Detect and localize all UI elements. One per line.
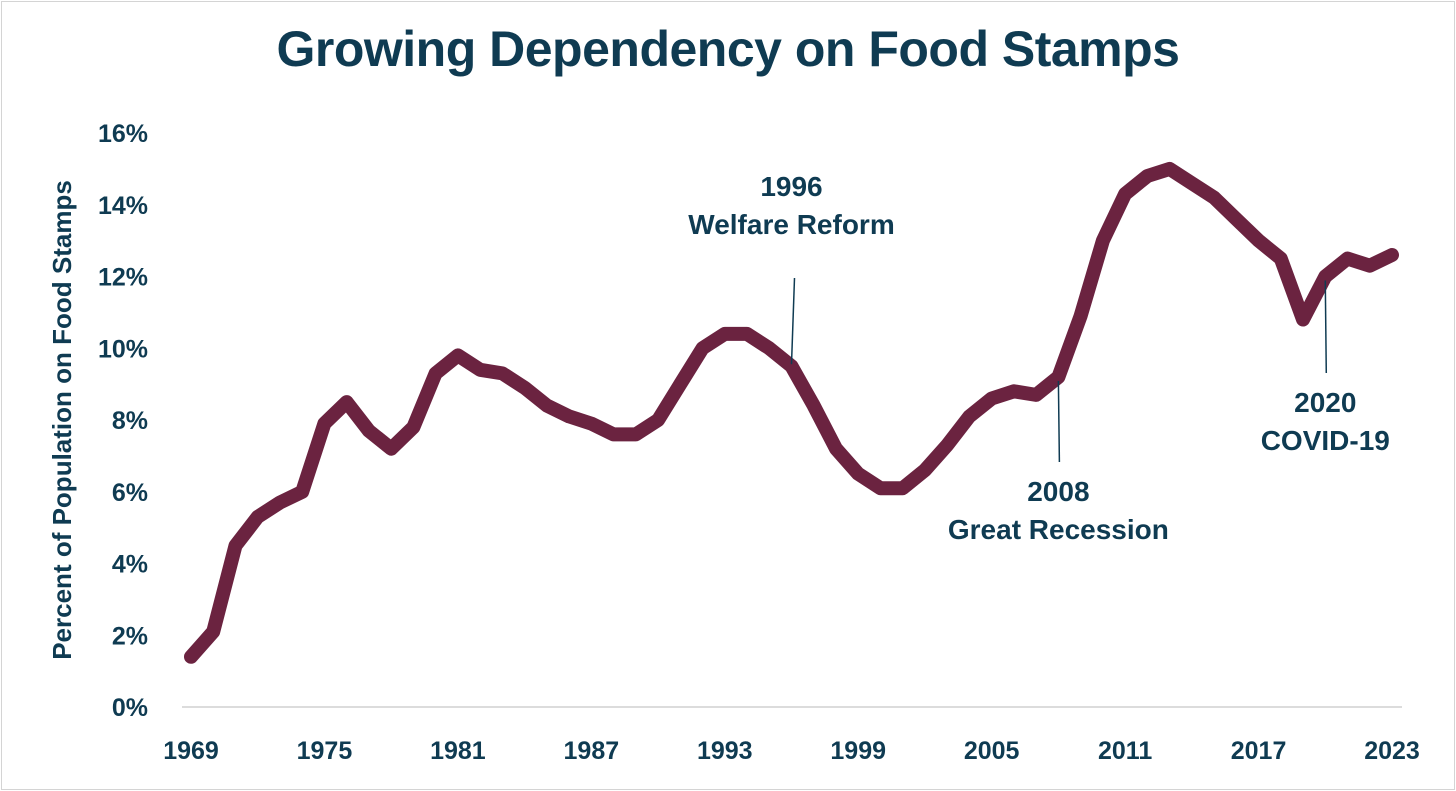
annotation-label: 2020 xyxy=(1294,387,1356,418)
annotation-leader-line xyxy=(1324,280,1328,374)
y-tick-label: 4% xyxy=(112,551,148,579)
annotation-leader-line xyxy=(1057,380,1061,463)
y-tick-label: 8% xyxy=(112,407,148,435)
y-tick-label: 6% xyxy=(112,479,148,507)
x-tick-label: 1981 xyxy=(430,737,486,765)
x-tick-label: 2011 xyxy=(1098,737,1152,765)
annotation-leader-line xyxy=(790,277,796,365)
annotation-label: Welfare Reform xyxy=(688,209,894,240)
x-tick-label: 2005 xyxy=(964,737,1020,765)
y-tick-label: 14% xyxy=(98,192,148,220)
chart-title: Growing Dependency on Food Stamps xyxy=(276,21,1180,77)
x-tick-label: 2023 xyxy=(1364,737,1420,765)
x-tick-label: 1999 xyxy=(830,737,886,765)
data-line-series-0 xyxy=(184,161,1399,664)
y-axis-label: Percent of Population on Food Stamps xyxy=(47,180,77,660)
annotation-label: 2008 xyxy=(1027,476,1089,507)
y-tick-label: 2% xyxy=(112,622,148,650)
annotation-label: COVID-19 xyxy=(1261,425,1390,456)
x-tick-label: 1993 xyxy=(697,737,753,765)
y-tick-label: 0% xyxy=(112,694,148,722)
x-tick-label: 1987 xyxy=(564,737,620,765)
annotation-label: Great Recession xyxy=(948,514,1169,545)
x-tick-label: 2017 xyxy=(1231,737,1287,765)
x-tick-label: 1969 xyxy=(163,737,219,765)
y-tick-label: 12% xyxy=(98,264,148,292)
y-tick-label: 16% xyxy=(98,120,148,148)
y-tick-label: 10% xyxy=(98,335,148,363)
annotation-label: 1996 xyxy=(760,171,822,202)
x-tick-label: 1975 xyxy=(297,737,353,765)
